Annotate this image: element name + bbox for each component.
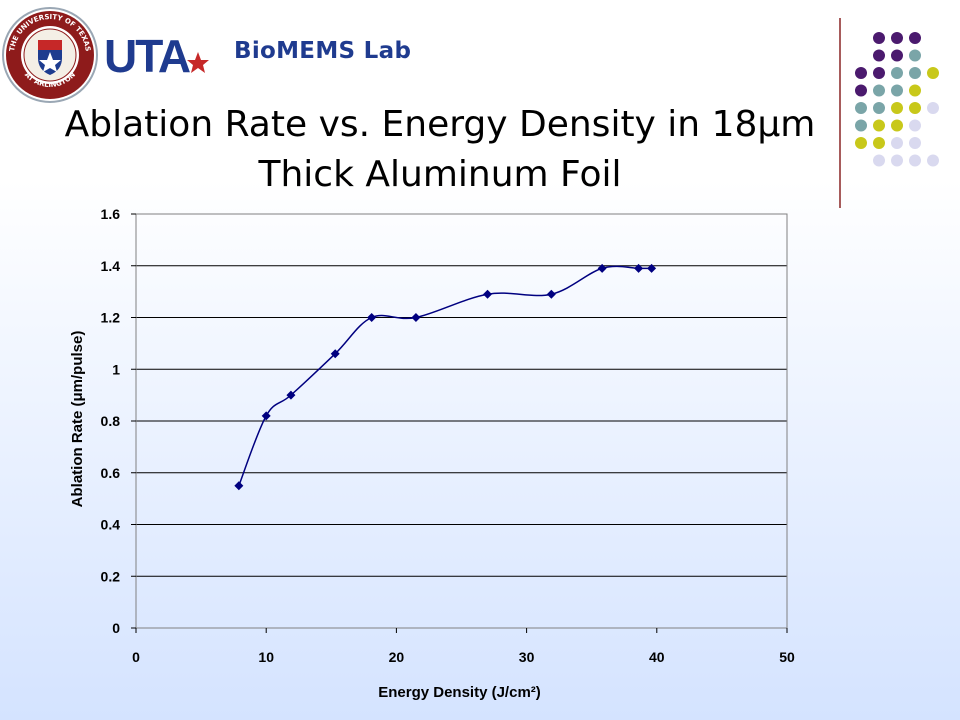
uta-logo-text: UTA <box>104 30 190 80</box>
data-point-marker <box>367 313 377 322</box>
chart-axes: 0 0.2 0.4 0.6 0.8 1 1.2 1.4 1.6 0 10 20 30 40 50 <box>101 206 795 665</box>
slide-title-line1: Ablation Rate vs. Energy Density in 18μm <box>64 104 816 145</box>
slide-title-line2: Thick Aluminum Foil <box>258 154 622 195</box>
decorative-dot <box>909 119 921 132</box>
decorative-dot <box>855 67 867 79</box>
decorative-dot <box>873 154 885 167</box>
decorative-dot <box>891 119 903 132</box>
data-point-marker <box>546 289 556 299</box>
decorative-dot <box>891 137 903 149</box>
decorative-dot <box>855 137 867 149</box>
y-tick-label: 0 <box>112 620 120 636</box>
decorative-dot <box>855 119 867 132</box>
decorative-dot <box>855 102 867 114</box>
decorative-dot <box>891 154 903 167</box>
uta-logo: UTA <box>104 30 209 80</box>
decorative-dot <box>909 102 921 114</box>
y-tick-label: 1.6 <box>101 206 121 222</box>
x-tick-label: 40 <box>649 649 665 665</box>
lab-name: BioMEMS Lab <box>234 38 412 64</box>
decorative-dot <box>873 119 885 132</box>
data-point-marker <box>597 263 607 273</box>
data-point-marker <box>261 411 271 421</box>
decorative-dot <box>909 137 921 149</box>
y-tick-label: 1 <box>112 361 120 377</box>
series-line <box>238 265 652 486</box>
y-tick-label: 0.8 <box>101 413 121 429</box>
decorative-dot <box>891 67 903 79</box>
decorative-dot <box>891 49 903 62</box>
data-point-marker <box>411 313 421 322</box>
data-point-marker <box>286 390 296 400</box>
decorative-dot <box>909 49 921 62</box>
x-tick-label: 10 <box>258 649 274 665</box>
ablation-rate-chart: 0 0.2 0.4 0.6 0.8 1 1.2 1.4 1.6 0 10 20 30 40 50 Energ… <box>69 206 795 701</box>
university-seal-logo: THE UNIVERSITY OF TEXAS AT ARLINGTON <box>2 7 98 103</box>
data-point-marker <box>234 481 244 491</box>
y-tick-label: 0.2 <box>101 568 121 584</box>
x-tick-label: 20 <box>389 649 405 665</box>
data-point-marker <box>647 263 657 273</box>
decorative-dot <box>891 102 903 114</box>
decorative-dot <box>909 154 921 167</box>
x-axis-label: Energy Density (J/cm²) <box>378 684 541 701</box>
y-tick-label: 0.6 <box>101 465 121 481</box>
decorative-dots-grid <box>839 18 939 208</box>
data-point-marker <box>483 289 493 299</box>
decorative-dot <box>891 32 903 44</box>
y-tick-label: 0.4 <box>101 517 121 533</box>
x-tick-label: 30 <box>519 649 535 665</box>
y-tick-label: 1.4 <box>101 258 121 274</box>
decorative-dot <box>891 84 903 97</box>
y-axis-label: Ablation Rate (μm/pulse) <box>69 331 86 508</box>
decorative-dot <box>909 84 921 97</box>
data-point-marker <box>634 263 644 273</box>
decorative-dot <box>873 49 885 62</box>
slide-title: Ablation Rate vs. Energy Density in 18μm… <box>40 100 840 200</box>
chart-gridlines <box>136 265 787 577</box>
x-tick-label: 50 <box>779 649 795 665</box>
decorative-dot <box>873 32 885 44</box>
decorative-dot <box>873 84 885 97</box>
decorative-dot <box>873 102 885 114</box>
y-tick-label: 1.2 <box>101 310 121 326</box>
data-point-marker <box>330 349 340 359</box>
decorative-dot <box>909 32 921 44</box>
x-tick-label: 0 <box>132 649 140 665</box>
decorative-dot <box>927 154 939 167</box>
decorative-dot <box>873 67 885 79</box>
decorative-dot <box>855 84 867 97</box>
decorative-dot <box>927 102 939 114</box>
decorative-dot <box>909 67 921 79</box>
decorative-dot <box>873 137 885 149</box>
chart-series <box>234 263 657 491</box>
decorative-dot <box>927 67 939 79</box>
